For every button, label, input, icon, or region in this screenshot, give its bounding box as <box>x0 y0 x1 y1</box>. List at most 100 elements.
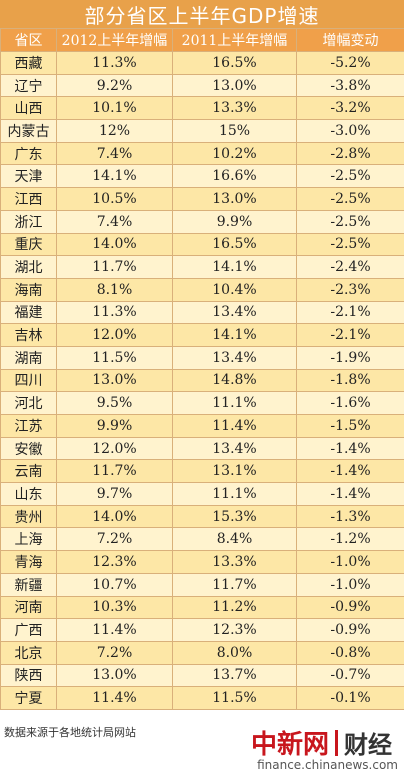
province-cell: 上海 <box>0 527 57 552</box>
change-cell: -1.9% <box>296 345 404 370</box>
change-cell: -0.8% <box>296 640 404 665</box>
table-row: 吉林 12.0% 14.1% -2.1% <box>0 323 404 347</box>
gdp-2012-cell: 11.7% <box>56 459 173 484</box>
table-row: 福建 11.3% 13.4% -2.1% <box>0 300 404 325</box>
province-cell: 四川 <box>0 368 57 393</box>
province-cell: 江苏 <box>0 414 57 438</box>
province-cell: 江西 <box>0 187 57 211</box>
province-cell: 天津 <box>0 164 57 189</box>
change-cell: -2.4% <box>296 255 404 279</box>
change-cell: -0.7% <box>296 663 404 688</box>
gdp-2011-cell: 16.5% <box>172 232 297 257</box>
province-cell: 湖北 <box>0 255 57 279</box>
province-cell: 新疆 <box>0 572 57 597</box>
gdp-2012-cell: 13.0% <box>56 368 173 393</box>
change-cell: -2.1% <box>296 323 404 347</box>
gdp-2011-cell: 9.9% <box>172 209 297 234</box>
gdp-2011-cell: 10.2% <box>172 141 297 166</box>
change-cell: -2.5% <box>296 232 404 257</box>
site-url: finance.chinanews.com <box>257 758 398 772</box>
change-cell: -0.1% <box>296 686 404 710</box>
change-cell: -1.3% <box>296 504 404 529</box>
gdp-2012-cell: 11.3% <box>56 300 173 325</box>
province-cell: 吉林 <box>0 323 57 347</box>
gdp-2012-cell: 7.4% <box>56 209 173 234</box>
table-row: 河北 9.5% 11.1% -1.6% <box>0 391 404 415</box>
change-cell: -1.5% <box>296 414 404 438</box>
change-cell: -1.2% <box>296 527 404 552</box>
table-row: 广东 7.4% 10.2% -2.8% <box>0 141 404 166</box>
gdp-2011-cell: 13.3% <box>172 550 297 574</box>
table-row: 云南 11.7% 13.1% -1.4% <box>0 459 404 484</box>
change-cell: -1.4% <box>296 482 404 506</box>
province-cell: 广东 <box>0 141 57 166</box>
table-row: 江苏 9.9% 11.4% -1.5% <box>0 414 404 438</box>
province-cell: 辽宁 <box>0 73 57 98</box>
header-change: 增幅变动 <box>296 28 404 52</box>
header-province: 省区 <box>0 28 57 52</box>
source-note: 数据来源于各地统计局网站 <box>4 726 136 739</box>
gdp-2011-cell: 16.6% <box>172 164 297 189</box>
gdp-2012-cell: 7.4% <box>56 141 173 166</box>
province-cell: 安徽 <box>0 436 57 461</box>
province-cell: 内蒙古 <box>0 119 57 143</box>
gdp-2012-cell: 11.5% <box>56 345 173 370</box>
table-row: 广西 11.4% 12.3% -0.9% <box>0 618 404 642</box>
gdp-2011-cell: 11.1% <box>172 391 297 415</box>
header-2011: 2011上半年增幅 <box>172 28 297 52</box>
gdp-2012-cell: 10.7% <box>56 572 173 597</box>
change-cell: -1.4% <box>296 436 404 461</box>
gdp-2012-cell: 11.7% <box>56 255 173 279</box>
table-body: 西藏 11.3% 16.5% -5.2% 辽宁 9.2% 13.0% -3.8% 山西 10.1%… <box>0 51 404 710</box>
table-row: 内蒙古 12% 15% -3.0% <box>0 119 404 143</box>
gdp-2011-cell: 13.7% <box>172 663 297 688</box>
province-cell: 贵州 <box>0 504 57 529</box>
table-row: 北京 7.2% 8.0% -0.8% <box>0 640 404 665</box>
table-row: 山东 9.7% 11.1% -1.4% <box>0 482 404 506</box>
gdp-2012-cell: 9.2% <box>56 73 173 98</box>
logo-fin: 财经 <box>344 731 392 759</box>
gdp-2011-cell: 13.4% <box>172 300 297 325</box>
gdp-2011-cell: 13.4% <box>172 345 297 370</box>
table-row: 河南 10.3% 11.2% -0.9% <box>0 595 404 620</box>
change-cell: -1.4% <box>296 459 404 484</box>
change-cell: -1.6% <box>296 391 404 415</box>
change-cell: -1.0% <box>296 572 404 597</box>
gdp-2012-cell: 14.0% <box>56 232 173 257</box>
province-cell: 河南 <box>0 595 57 620</box>
gdp-2011-cell: 13.4% <box>172 436 297 461</box>
province-cell: 浙江 <box>0 209 57 234</box>
change-cell: -2.5% <box>296 209 404 234</box>
footer: 数据来源于各地统计局网站 中新网 财经 finance.chinanews.co… <box>0 718 404 780</box>
gdp-2011-cell: 11.4% <box>172 414 297 438</box>
logo-divider <box>335 729 338 756</box>
gdp-2011-cell: 11.1% <box>172 482 297 506</box>
province-cell: 广西 <box>0 618 57 642</box>
gdp-2012-cell: 14.0% <box>56 504 173 529</box>
gdp-2011-cell: 14.1% <box>172 323 297 347</box>
table-title: 部分省区上半年GDP增速 <box>0 0 404 28</box>
province-cell: 福建 <box>0 300 57 325</box>
logo-cn: 中新网 <box>250 730 329 760</box>
table-row: 重庆 14.0% 16.5% -2.5% <box>0 232 404 257</box>
change-cell: -2.5% <box>296 187 404 211</box>
gdp-2012-cell: 11.4% <box>56 618 173 642</box>
table-row: 江西 10.5% 13.0% -2.5% <box>0 187 404 211</box>
change-cell: -2.5% <box>296 164 404 189</box>
table-row: 湖北 11.7% 14.1% -2.4% <box>0 255 404 279</box>
change-cell: -1.8% <box>296 368 404 393</box>
province-cell: 山东 <box>0 482 57 506</box>
gdp-2012-cell: 11.4% <box>56 686 173 710</box>
gdp-2011-cell: 11.5% <box>172 686 297 710</box>
gdp-2011-cell: 11.7% <box>172 572 297 597</box>
table-row: 浙江 7.4% 9.9% -2.5% <box>0 209 404 234</box>
gdp-2011-cell: 13.0% <box>172 187 297 211</box>
province-cell: 重庆 <box>0 232 57 257</box>
gdp-2012-cell: 12.0% <box>56 436 173 461</box>
gdp-2011-cell: 13.0% <box>172 73 297 98</box>
table-row: 青海 12.3% 13.3% -1.0% <box>0 550 404 574</box>
gdp-2012-cell: 12% <box>56 119 173 143</box>
province-cell: 河北 <box>0 391 57 415</box>
gdp-2011-cell: 8.0% <box>172 640 297 665</box>
province-cell: 云南 <box>0 459 57 484</box>
